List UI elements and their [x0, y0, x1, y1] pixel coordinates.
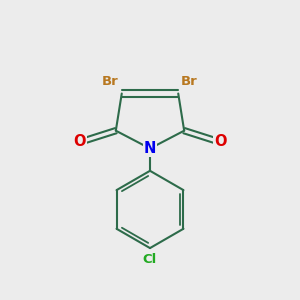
Text: Cl: Cl — [143, 253, 157, 266]
Text: N: N — [144, 141, 156, 156]
Text: Br: Br — [102, 75, 119, 88]
Text: O: O — [214, 134, 227, 148]
Text: Br: Br — [181, 75, 198, 88]
Text: O: O — [73, 134, 86, 148]
